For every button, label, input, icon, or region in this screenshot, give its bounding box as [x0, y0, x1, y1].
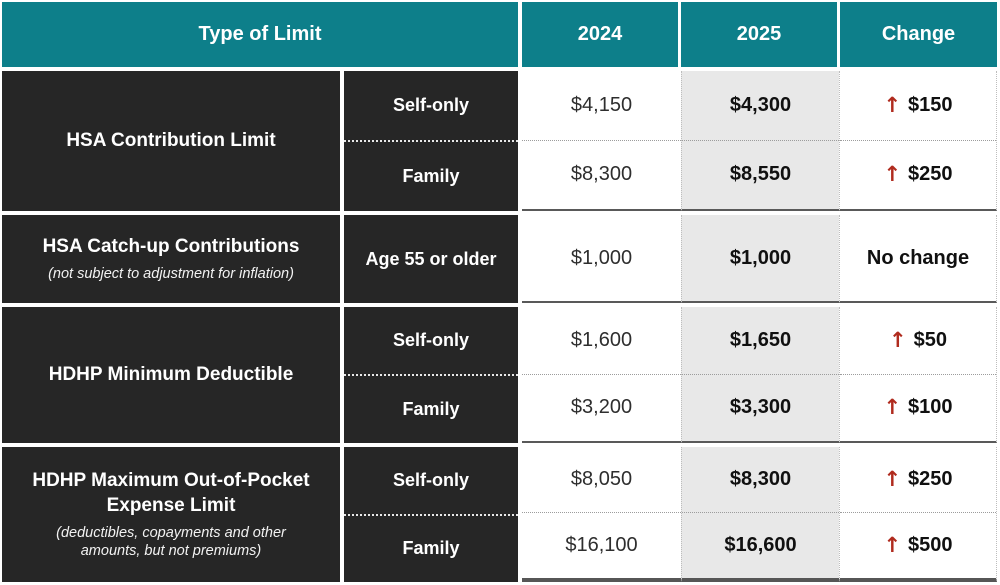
change-value: No change	[866, 246, 970, 269]
change-cell: ↑ $250	[840, 447, 996, 513]
row-label-cell: HSA Contribution Limit	[2, 71, 340, 211]
row-label-cell: HSA Catch-up Contributions (not subject …	[2, 215, 340, 303]
coverage-label: Family	[402, 166, 460, 186]
values-2024-column: $1,000	[522, 215, 681, 303]
change-value: $100	[908, 396, 953, 419]
change-cell: ↑ $500	[840, 513, 996, 578]
row-label: HDHP Minimum Deductible	[48, 363, 294, 385]
group-hsa-contribution-limit: HSA Contribution Limit Self-only Family …	[2, 71, 997, 211]
up-arrow-icon: ↑	[889, 327, 907, 352]
values-2024-column: $4,150 $8,300	[522, 71, 681, 211]
value-2025: $8,550	[729, 163, 792, 186]
up-arrow-icon: ↑	[883, 395, 902, 420]
column-header-2025: 2025	[681, 2, 837, 67]
group-hdhp-minimum-deductible: HDHP Minimum Deductible Self-only Family…	[2, 307, 997, 443]
up-arrow-icon: ↑	[883, 533, 902, 557]
change-value: $50	[913, 328, 947, 351]
row-label: HDHP Maximum Out-of-Pocket Expense Limit	[32, 470, 310, 516]
change-cell: ↑ $250	[840, 141, 996, 210]
value-2024: $8,300	[570, 163, 633, 186]
values-2025-column: $1,650 $3,300	[681, 307, 839, 443]
group-hdhp-max-out-of-pocket: HDHP Maximum Out-of-Pocket Expense Limit…	[2, 447, 997, 582]
row-label-note: (deductibles, copayments and other amoun…	[56, 524, 286, 559]
group-hsa-catch-up-contributions: HSA Catch-up Contributions (not subject …	[2, 215, 997, 303]
value-2025: $3,300	[729, 396, 792, 419]
row-label: HSA Catch-up Contributions	[42, 236, 300, 258]
coverage-label: Age 55 or older	[365, 248, 497, 269]
value-2025: $16,600	[724, 534, 797, 556]
up-arrow-icon: ↑	[883, 162, 902, 187]
value-2024: $3,200	[570, 396, 633, 419]
row-label-cell: HDHP Maximum Out-of-Pocket Expense Limit…	[2, 447, 340, 582]
values-2024-column: $1,600 $3,200	[522, 307, 681, 443]
value-2025: $1,650	[682, 307, 839, 375]
value-2024: $1,000	[570, 246, 633, 269]
coverage-subcolumn: Self-only Family	[344, 307, 518, 443]
row-label-note: (not subject to adjustment for inflation…	[48, 265, 294, 282]
change-column: ↑ $50 ↑ $100	[839, 307, 997, 443]
value-2025: $4,300	[682, 71, 839, 141]
row-label: HSA Contribution Limit	[66, 129, 276, 151]
row-label-cell: HDHP Minimum Deductible	[2, 307, 340, 443]
coverage-label: Family	[402, 538, 460, 559]
change-value: $250	[908, 163, 953, 186]
coverage-subcolumn: Self-only Family	[344, 447, 518, 582]
change-value: $250	[908, 468, 953, 490]
values-2024-column: $8,050 $16,100	[522, 447, 681, 582]
up-arrow-icon: ↑	[883, 92, 902, 117]
coverage-subcolumn: Age 55 or older	[344, 215, 518, 303]
value-2024: $1,600	[522, 307, 681, 375]
coverage-label: Self-only	[344, 71, 518, 142]
column-header-change: Change	[840, 2, 997, 67]
value-2025: $1,000	[729, 246, 792, 269]
change-cell: ↑ $100	[840, 375, 996, 442]
change-cell: No change	[840, 215, 996, 301]
column-header-2024: 2024	[522, 2, 678, 67]
up-arrow-icon: ↑	[883, 467, 902, 491]
values-2025-column: $4,300 $8,550	[681, 71, 839, 211]
value-2025: $8,300	[682, 447, 839, 513]
coverage-label: Self-only	[344, 447, 518, 516]
change-column: ↑ $150 ↑ $250	[839, 71, 997, 211]
change-value: $150	[908, 93, 953, 116]
column-header-type-of-limit: Type of Limit	[2, 2, 518, 67]
values-2025-column: $1,000	[681, 215, 839, 303]
change-cell: ↑ $50	[840, 307, 996, 375]
value-2024: $4,150	[522, 71, 681, 141]
values-2025-column: $8,300 $16,600	[681, 447, 839, 582]
coverage-subcolumn: Self-only Family	[344, 71, 518, 211]
value-2024: $8,050	[522, 447, 681, 513]
table-header-row: Type of Limit 2024 2025 Change	[2, 2, 997, 67]
change-cell: ↑ $150	[840, 71, 996, 141]
change-value: $500	[908, 534, 953, 556]
change-column: ↑ $250 ↑ $500	[839, 447, 997, 582]
coverage-label: Family	[402, 399, 460, 419]
value-2024: $16,100	[565, 534, 638, 556]
change-column: No change	[839, 215, 997, 303]
coverage-label: Self-only	[344, 307, 518, 376]
